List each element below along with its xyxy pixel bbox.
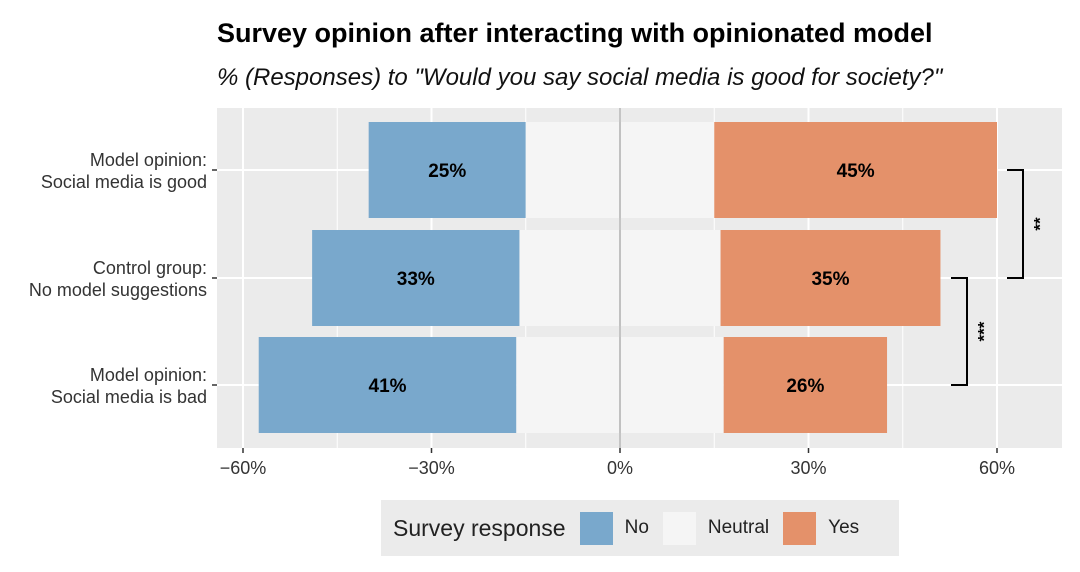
legend-item-neutral: Neutral <box>662 511 770 545</box>
category-label-2-0: Model opinion: <box>90 365 207 385</box>
legend-swatch-yes <box>783 511 817 545</box>
bar-no-0 <box>368 122 526 218</box>
bar-yes-1 <box>720 230 941 326</box>
x-tick-label-4: 60% <box>979 458 1015 478</box>
bar-no-2 <box>258 337 517 433</box>
legend: Survey response No Neutral Yes <box>381 500 899 556</box>
x-tick-label-2: 0% <box>607 458 633 478</box>
sig-bracket-0 <box>1007 169 1024 279</box>
chart-title: Survey opinion after interacting with op… <box>217 18 933 48</box>
bar-label-yes-2: 26% <box>786 376 824 397</box>
legend-label-yes: Yes <box>828 517 860 538</box>
x-tick-label-0: −60% <box>220 458 267 478</box>
bar-label-yes-0: 45% <box>837 161 875 182</box>
x-tick-label-1: −30% <box>408 458 455 478</box>
legend-label-neutral: Neutral <box>707 517 770 538</box>
legend-title: Survey response <box>393 514 566 541</box>
bar-label-yes-1: 35% <box>811 269 849 290</box>
legend-swatch-neutral <box>662 511 696 545</box>
chart-subtitle: % (Responses) to "Would you say social m… <box>217 64 943 91</box>
bar-label-no-1: 33% <box>397 269 435 290</box>
x-tick-label-3: 30% <box>790 458 826 478</box>
bar-label-no-0: 25% <box>428 161 466 182</box>
legend-item-no: No <box>579 511 649 545</box>
legend-item-yes: Yes <box>783 511 860 545</box>
sig-label-1: *** <box>974 321 993 341</box>
bar-labels: 25% 45% 33% 35% 41% 26% <box>369 161 875 397</box>
legend-label-no: No <box>624 517 649 538</box>
x-axis-ticks: −60% −30% 0% 30% 60% <box>220 448 1015 478</box>
sig-bracket-1 <box>951 277 968 386</box>
category-label-1-0: Control group: <box>93 258 207 278</box>
category-label-0-1: Social media is good <box>41 172 207 192</box>
category-label-2-1: Social media is bad <box>51 387 207 407</box>
legend-swatch-no <box>579 511 613 545</box>
bar-label-no-2: 41% <box>369 376 407 397</box>
bar-yes-0 <box>714 122 997 218</box>
sig-label-0: ** <box>1030 217 1049 231</box>
bars <box>258 122 997 433</box>
category-label-1-1: No model suggestions <box>29 280 207 300</box>
significance-brackets: ***** <box>951 169 1049 386</box>
chart-svg: 25% 45%33% 35%41% 26% Model opinion:Social … <box>29 108 1062 478</box>
category-labels: Model opinion:Social media is goodContro… <box>29 150 217 407</box>
bar-no-1 <box>312 230 520 326</box>
bar-yes-2 <box>723 337 888 433</box>
category-label-0-0: Model opinion: <box>90 150 207 170</box>
